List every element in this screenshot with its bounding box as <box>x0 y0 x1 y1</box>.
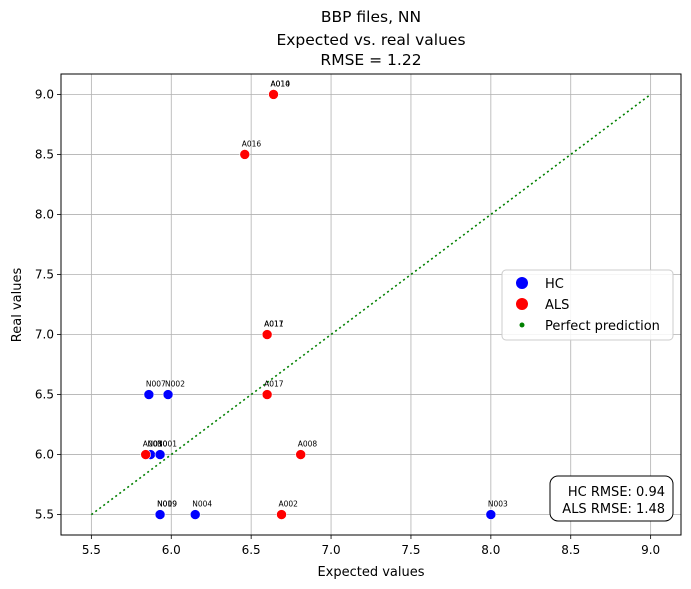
als-point <box>276 509 287 520</box>
perfect-prediction-layer <box>90 93 652 516</box>
als-point <box>239 149 251 160</box>
legend-label-als: ALS <box>545 298 569 313</box>
als-point-label: A017 <box>264 320 284 329</box>
x-tick-label: 7.0 <box>322 543 341 557</box>
als-point <box>140 449 151 460</box>
legend-label-hc: HC <box>545 277 564 292</box>
als-point <box>261 329 273 340</box>
hc-point-label: N019 <box>157 500 177 509</box>
y-tick-label: 7.0 <box>35 328 54 342</box>
x-tick-label: 8.0 <box>481 543 500 557</box>
data-point-layer <box>140 89 497 520</box>
x-axis-label: Expected values <box>317 565 424 580</box>
als-point-label: A010 <box>271 79 291 88</box>
als-point <box>261 389 273 400</box>
chart-title-line-3: RMSE = 1.22 <box>320 51 421 69</box>
als-point-label: A016 <box>242 139 262 148</box>
hc-point-label: N002 <box>165 380 185 389</box>
hc-point <box>189 509 201 520</box>
chart-title-line-1: BBP files, NN <box>321 8 421 26</box>
chart-title-line-2: Expected vs. real values <box>276 31 465 49</box>
y-tick-label: 6.5 <box>35 388 54 402</box>
als-point-label: A002 <box>279 500 299 509</box>
x-tick-label: 7.5 <box>401 543 420 557</box>
als-point-label: A017 <box>264 380 284 389</box>
x-tick-label: 6.5 <box>242 543 261 557</box>
rmse-box: HC RMSE: 0.94 ALS RMSE: 1.48 <box>549 475 674 522</box>
hc-point <box>154 449 166 460</box>
tick-layer: 5.5 6.0 6.5 7.0 7.5 8.0 8.5 9.0 5.5 6.0 6.5 7.0 7.5 8… <box>35 87 660 557</box>
als-point <box>295 449 306 460</box>
y-tick-label: 7.5 <box>35 267 54 281</box>
hc-point <box>154 509 166 520</box>
hc-point-label: N001 <box>157 440 177 449</box>
plot-frame <box>60 73 682 536</box>
rmse-box-frame <box>549 475 674 522</box>
hc-rmse-text: HC RMSE: 0.94 <box>568 485 665 500</box>
legend-box <box>501 269 674 341</box>
x-tick-label: 6.0 <box>162 543 181 557</box>
hc-point <box>143 389 155 400</box>
hc-point <box>485 509 497 520</box>
als-rmse-text: ALS RMSE: 1.48 <box>562 502 665 517</box>
x-tick-label: 9.0 <box>641 543 660 557</box>
legend-label-perfect-prediction: Perfect prediction <box>545 319 660 334</box>
y-tick-label: 8.0 <box>35 207 54 221</box>
hc-point <box>162 389 174 400</box>
hc-point-label: N007 <box>146 380 166 389</box>
y-tick-label: 5.5 <box>35 508 54 522</box>
als-point-label: A011 <box>264 320 284 329</box>
hc-point-label: N009 <box>157 500 177 509</box>
hc-point-label: N010 <box>147 440 167 449</box>
als-point-label: A003 <box>143 440 163 449</box>
x-tick-label: 5.5 <box>82 543 101 557</box>
legend-marker-hc <box>516 277 528 289</box>
legend-marker-als <box>516 298 528 310</box>
als-point <box>268 89 279 100</box>
x-tick-label: 8.5 <box>561 543 580 557</box>
als-point-label: A008 <box>298 440 318 449</box>
hc-point-label: N004 <box>192 500 212 509</box>
y-tick-label: 6.0 <box>35 448 54 462</box>
y-axis-label: Real values <box>10 268 25 343</box>
als-point-label: A014 <box>271 79 291 88</box>
legend: HC ALS Perfect prediction <box>501 269 674 341</box>
hc-point-label: N003 <box>488 500 508 509</box>
y-tick-label: 9.0 <box>35 87 54 101</box>
legend-marker-perfect-prediction <box>519 322 525 328</box>
y-tick-label: 8.5 <box>35 147 54 161</box>
perfect-prediction-line <box>90 93 652 516</box>
